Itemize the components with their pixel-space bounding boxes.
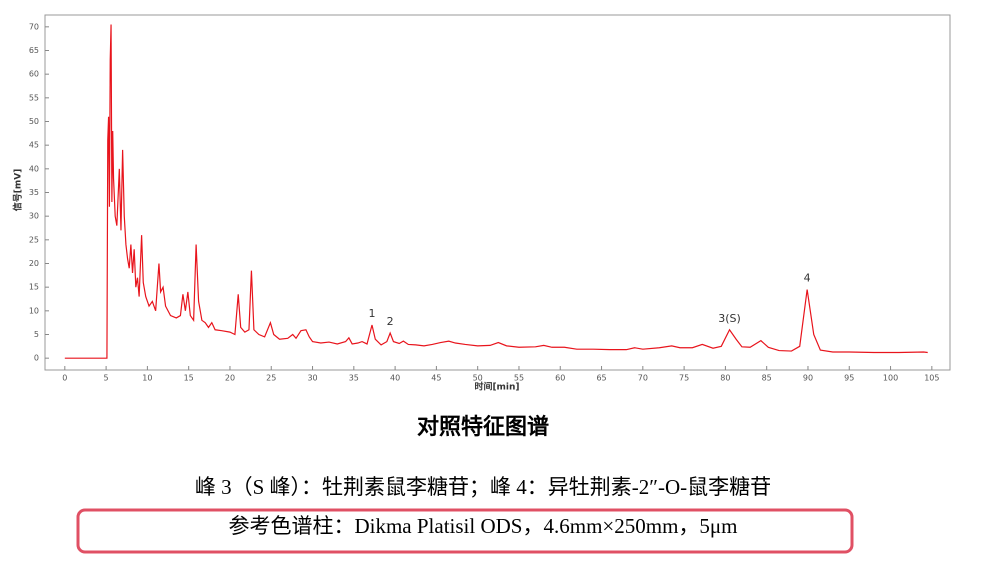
x-tick-label: 25 — [266, 374, 276, 383]
y-tick-label: 70 — [29, 22, 39, 31]
y-tick-label: 10 — [29, 306, 39, 315]
peak-label: 1 — [368, 307, 375, 320]
x-tick-label: 10 — [142, 374, 152, 383]
x-tick-label: 75 — [679, 374, 689, 383]
x-tick-label: 30 — [307, 374, 317, 383]
x-tick-label: 35 — [349, 374, 359, 383]
x-tick-label: 90 — [803, 374, 813, 383]
highlight-box — [76, 508, 854, 554]
x-tick-label: 85 — [762, 374, 772, 383]
y-tick-label: 20 — [29, 259, 39, 268]
y-tick-label: 40 — [29, 164, 39, 173]
trace — [64, 24, 928, 359]
x-tick-label: 50 — [473, 374, 483, 383]
x-tick-label: 60 — [555, 374, 565, 383]
x-tick-label: 95 — [844, 374, 854, 383]
x-tick-label: 100 — [883, 374, 898, 383]
y-axis-label: 信号[mV] — [12, 169, 24, 212]
y-tick-label: 45 — [29, 141, 39, 150]
x-tick-label: 15 — [184, 374, 194, 383]
y-tick-label: 25 — [29, 235, 39, 244]
x-tick-label: 20 — [225, 374, 235, 383]
peak-label: 4 — [804, 272, 811, 285]
peak-label: 3(S) — [718, 312, 741, 325]
x-tick-label: 80 — [720, 374, 730, 383]
note: 峰 3（S 峰）：牡荆素鼠李糖苷；峰 4：异牡荆素-2″-O-鼠李糖苷 — [195, 475, 771, 499]
y-tick-label: 50 — [29, 117, 39, 126]
x-tick-label: 40 — [390, 374, 400, 383]
y-tick-label: 0 — [34, 354, 39, 363]
plot-frame — [44, 14, 951, 371]
y-tick-label: 35 — [29, 188, 39, 197]
y-tick-label: 30 — [29, 212, 39, 221]
x-axis-label: 时间[min] — [474, 381, 519, 393]
x-tick-label: 0 — [62, 374, 67, 383]
x-tick-label: 70 — [638, 374, 648, 383]
y-tick-label: 60 — [29, 70, 39, 79]
y-tick-label: 15 — [29, 283, 39, 292]
x-tick-label: 65 — [596, 374, 606, 383]
x-tick-label: 105 — [924, 374, 939, 383]
y-tick-label: 55 — [29, 93, 39, 102]
x-tick-label: 55 — [514, 374, 524, 383]
y-tick-label: 5 — [34, 330, 39, 339]
y-tick-label: 65 — [29, 46, 39, 55]
x-tick-label: 5 — [104, 374, 109, 383]
note: 参考色谱柱：Dikma Platisil ODS，4.6mm×250mm，5μm — [228, 514, 737, 538]
peak-label: 2 — [387, 315, 394, 328]
caption: 对照特征图谱 — [417, 414, 549, 440]
x-tick-label: 45 — [431, 374, 441, 383]
